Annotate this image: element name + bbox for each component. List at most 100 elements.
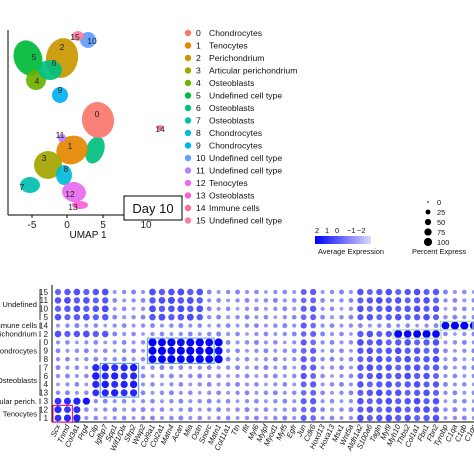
- dotplot-dot: [432, 397, 440, 405]
- dotplot-dot: [300, 414, 307, 422]
- dotplot-dot: [310, 364, 317, 371]
- dotplot-dot: [216, 373, 221, 379]
- dotplot-dot: [414, 414, 421, 422]
- dotplot-dot: [254, 390, 259, 395]
- dotplot-dot: [395, 305, 402, 312]
- dotplot-dot: [120, 372, 128, 380]
- dotplot-dot: [423, 288, 430, 296]
- legend-swatch: [184, 67, 192, 74]
- dotplot-dot: [55, 323, 61, 328]
- dotplot-dot: [167, 355, 176, 364]
- dotplot-dot: [348, 373, 354, 379]
- dotplot-dot: [159, 415, 164, 421]
- dotplot-dot: [103, 323, 108, 328]
- dotplot-dot: [291, 331, 297, 337]
- dotplot-dot: [385, 381, 393, 388]
- dotplot-dot: [263, 399, 268, 404]
- legend-swatch: [184, 79, 192, 87]
- dotplot-row-label: 11: [40, 296, 49, 305]
- dotplot-dot: [357, 372, 364, 380]
- dotplot-dot: [93, 323, 99, 328]
- dotplot-dot: [339, 357, 344, 362]
- dotplot-dot: [84, 365, 89, 370]
- legend-swatch: [184, 92, 192, 99]
- dotplot-dot: [263, 357, 269, 362]
- legend-entry-name: Perichondrium: [209, 53, 264, 63]
- dotplot-dot: [130, 372, 138, 380]
- umap-x-tick-label: -5: [28, 220, 37, 231]
- legend-swatch: [184, 54, 192, 62]
- dotplot-dot: [197, 373, 203, 379]
- dotplot-dot: [376, 406, 383, 413]
- dotplot-dot: [244, 356, 250, 362]
- dotplot-dot: [424, 323, 429, 328]
- dotplot-dot: [366, 339, 373, 346]
- dotplot-dot: [282, 398, 288, 404]
- percent-expressed-label: 50: [437, 218, 445, 227]
- dotplot-dot: [320, 382, 325, 387]
- dotplot-row-label: 9: [43, 347, 48, 356]
- dotplot-dot: [432, 414, 440, 422]
- dotplot-dot: [329, 415, 335, 421]
- dotplot-dot: [83, 305, 90, 312]
- dotplot-dot: [207, 416, 212, 420]
- dotplot-dot: [432, 305, 440, 313]
- percent-expressed-dot: [424, 228, 432, 236]
- dotplot-dot: [300, 406, 307, 413]
- dotplot-dot: [148, 346, 157, 355]
- dotplot-dot: [423, 355, 430, 363]
- dotplot-dot: [348, 340, 354, 345]
- dotplot-dot: [84, 390, 89, 396]
- dot-plot: Undefined Immune cellsPerichondrium Chondr…: [0, 285, 474, 453]
- dotplot-dot: [452, 348, 457, 353]
- umap-cluster-11: [58, 134, 66, 142]
- dotplot-dot: [349, 332, 353, 336]
- dotplot-dot: [235, 416, 240, 420]
- umap-cluster-label: 0: [95, 109, 100, 119]
- dotplot-dot: [339, 407, 344, 412]
- dotplot-dot: [121, 339, 127, 345]
- dotplot-dot: [404, 406, 411, 413]
- dotplot-dot: [423, 347, 430, 354]
- dotplot-dot: [348, 314, 354, 320]
- dotplot-dot: [461, 415, 467, 421]
- dotplot-dot: [385, 414, 393, 422]
- dotplot-dot: [320, 289, 325, 295]
- dotplot-dot: [404, 314, 411, 321]
- dotplot-dot: [413, 389, 421, 396]
- umap-cluster-label: 13: [68, 202, 78, 212]
- dotplot-dot: [178, 390, 183, 395]
- dotplot-dot: [273, 398, 278, 404]
- dotplot-dot: [404, 355, 411, 363]
- dotplot-dot: [385, 288, 393, 296]
- dotplot-dot: [385, 330, 392, 338]
- dotplot-dot: [197, 382, 202, 387]
- dotplot-dot: [357, 356, 364, 363]
- dotplot-dot: [273, 289, 278, 295]
- dotplot-dot: [254, 323, 259, 329]
- dotplot-dot: [207, 323, 212, 328]
- dotplot-dot: [157, 338, 166, 347]
- dotplot-dot: [357, 323, 363, 329]
- dotplot-dot: [413, 288, 421, 296]
- dotplot-dot: [235, 314, 240, 320]
- dotplot-dot: [73, 305, 81, 313]
- dotplot-dot: [73, 330, 81, 338]
- average-expression-legend: 2 1 0 −1 −2 Average Expression: [315, 226, 384, 256]
- dotplot-dot: [188, 415, 193, 421]
- percent-expressed-dot: [423, 237, 433, 247]
- dotplot-dot: [292, 365, 297, 370]
- dotplot-row-label: 14: [39, 321, 49, 330]
- dotplot-dot: [159, 390, 165, 396]
- dotplot-dot: [329, 365, 335, 370]
- dotplot-dot: [121, 415, 127, 421]
- dotplot-dot: [273, 382, 278, 387]
- dotplot-dot: [101, 389, 109, 397]
- dotplot-dot: [263, 306, 268, 311]
- dotplot-dot: [214, 338, 223, 347]
- dotplot-group-label: Chondrocytes: [0, 346, 37, 355]
- dotplot-dot: [92, 297, 99, 304]
- dotplot-dot: [452, 289, 457, 295]
- dotplot-dot: [64, 330, 71, 338]
- dotplot-dot: [348, 415, 354, 421]
